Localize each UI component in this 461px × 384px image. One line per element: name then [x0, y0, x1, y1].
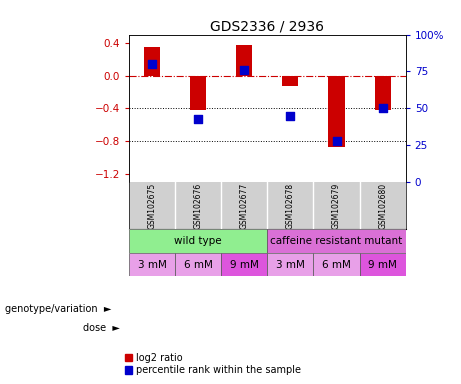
Bar: [236, 45, 253, 76]
Point: [148, 61, 156, 67]
Text: wild type: wild type: [174, 236, 222, 246]
Text: dose  ►: dose ►: [83, 323, 120, 333]
Bar: [267, 229, 406, 253]
Bar: [175, 253, 221, 276]
Text: GSM102677: GSM102677: [240, 182, 249, 229]
Text: 6 mM: 6 mM: [322, 260, 351, 270]
Bar: [190, 76, 207, 110]
Bar: [282, 76, 299, 86]
Bar: [267, 253, 313, 276]
Text: GSM102680: GSM102680: [378, 183, 387, 229]
Bar: [221, 253, 267, 276]
Text: GSM102678: GSM102678: [286, 183, 295, 229]
Bar: [374, 76, 390, 110]
Point: [287, 113, 294, 119]
Text: GSM102679: GSM102679: [332, 182, 341, 229]
Bar: [129, 229, 267, 253]
Bar: [129, 253, 175, 276]
Legend: log2 ratio, percentile rank within the sample: log2 ratio, percentile rank within the s…: [125, 353, 301, 375]
Bar: [328, 76, 345, 147]
Text: genotype/variation  ►: genotype/variation ►: [5, 304, 111, 314]
Title: GDS2336 / 2936: GDS2336 / 2936: [210, 20, 325, 33]
Text: caffeine resistant mutant: caffeine resistant mutant: [271, 236, 402, 246]
Bar: [313, 253, 360, 276]
Point: [333, 138, 340, 144]
Text: 9 mM: 9 mM: [230, 260, 259, 270]
Point: [195, 116, 202, 122]
Text: GSM102676: GSM102676: [194, 182, 203, 229]
Bar: [144, 47, 160, 76]
Text: 3 mM: 3 mM: [276, 260, 305, 270]
Text: 9 mM: 9 mM: [368, 260, 397, 270]
Point: [241, 67, 248, 73]
Text: 6 mM: 6 mM: [184, 260, 213, 270]
Text: GSM102675: GSM102675: [148, 182, 157, 229]
Point: [379, 105, 386, 111]
Text: 3 mM: 3 mM: [138, 260, 166, 270]
Bar: [360, 253, 406, 276]
